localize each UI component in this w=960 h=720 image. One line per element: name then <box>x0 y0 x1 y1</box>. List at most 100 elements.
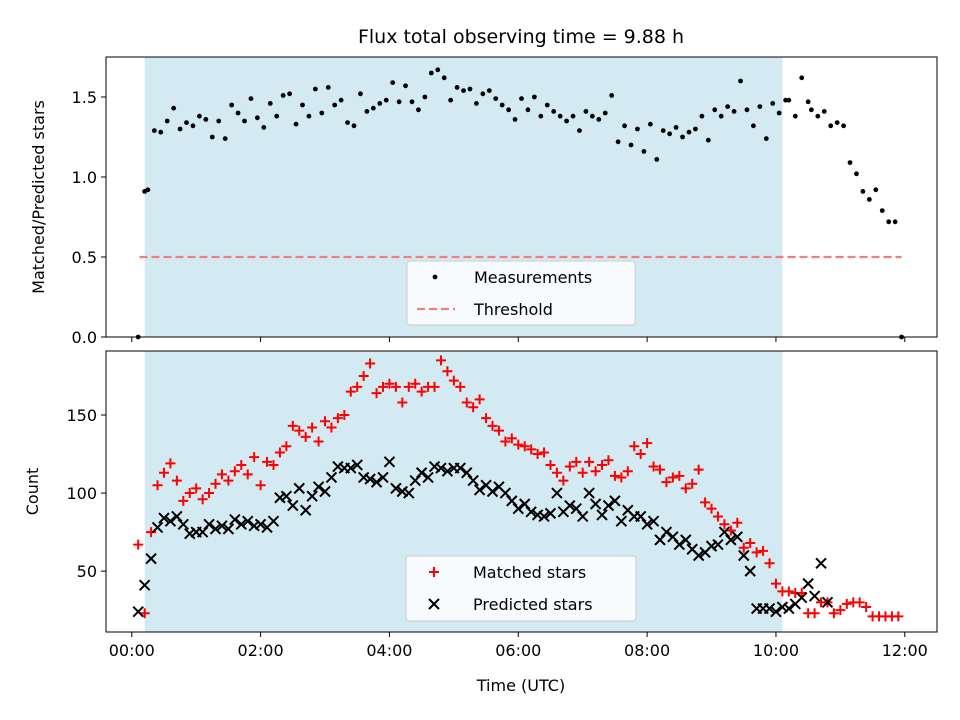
predicted-star-point <box>454 462 467 474</box>
measurement-point <box>197 113 202 119</box>
legend-label: Measurements <box>474 268 592 287</box>
matched-star-point <box>616 472 627 483</box>
matched-star-point <box>397 397 408 408</box>
panel-count: 00:00 02:00 04:00 06:00 08:00 10:00 12:00 50 100… <box>23 350 938 660</box>
predicted-star-point <box>609 495 621 507</box>
matched-star-point <box>758 545 769 556</box>
predicted-star-point <box>299 504 312 516</box>
matched-star-point <box>893 611 904 622</box>
matched-star-point <box>262 456 273 467</box>
matched-star-point <box>481 413 492 424</box>
matched-star-point <box>313 436 324 447</box>
predicted-star-point <box>647 515 660 527</box>
predicted-star-point <box>551 487 563 499</box>
predicted-star-point <box>216 520 228 532</box>
matched-star-point <box>384 378 395 389</box>
y-tick-label: 1.5 <box>72 88 97 107</box>
predicted-star-point <box>435 462 447 474</box>
measurement-point <box>699 113 705 119</box>
predicted-star-point <box>377 471 389 484</box>
predicted-star-point <box>319 485 331 498</box>
predicted-star-point <box>164 515 177 527</box>
predicted-star-point <box>203 518 215 530</box>
measurement-point <box>332 102 338 108</box>
measurement-point <box>248 96 254 101</box>
matched-star-point <box>474 394 485 405</box>
matched-star-point <box>674 470 685 481</box>
predicted-star-point <box>364 473 376 485</box>
measurement-point <box>751 123 756 129</box>
measurement-point <box>622 123 627 129</box>
matched-star-point <box>171 475 182 486</box>
measurement-point <box>596 117 602 122</box>
matched-star-point <box>191 483 202 494</box>
matched-star-point <box>609 470 620 481</box>
predicted-star-point <box>512 502 524 515</box>
y-tick-label: 100 <box>66 484 97 503</box>
measurement-point <box>300 102 305 108</box>
matched-star-point <box>307 422 318 433</box>
measurement-point <box>351 123 357 129</box>
matched-star-point <box>635 449 646 460</box>
matched-star-point <box>332 413 343 424</box>
matched-star-point <box>642 438 653 449</box>
matched-star-point <box>416 386 427 397</box>
predicted-star-point <box>345 462 357 474</box>
predicted-star-point <box>306 490 318 502</box>
matched-star-point <box>468 402 479 413</box>
matched-star-point <box>210 478 221 489</box>
measurement-point <box>866 197 872 202</box>
matched-star-point <box>828 608 839 619</box>
predicted-star-point <box>293 482 305 495</box>
measurement-point <box>564 118 569 124</box>
matched-star-point <box>352 381 363 392</box>
measurement-point <box>235 110 241 116</box>
predicted-star-point <box>229 513 241 526</box>
predicted-star-point <box>660 526 673 538</box>
measurement-point <box>493 96 499 101</box>
measurement-point <box>171 105 177 111</box>
matched-star-point <box>603 455 614 466</box>
predicted-star-point <box>731 531 744 543</box>
measurement-point <box>358 91 363 97</box>
measurement-point <box>693 126 698 132</box>
measurement-point <box>209 134 215 140</box>
predicted-star-point <box>473 484 486 496</box>
measurement-point <box>641 149 647 154</box>
y-tick-label: 0.5 <box>72 248 97 267</box>
measurement-point <box>312 86 318 92</box>
predicted-star-point <box>209 523 222 535</box>
predicted-star-point <box>222 523 235 535</box>
matched-star-point <box>526 444 537 455</box>
matched-star-point <box>745 538 756 549</box>
predicted-star-point <box>680 534 692 546</box>
matched-star-point <box>274 447 285 458</box>
predicted-star-point <box>770 605 782 618</box>
matched-star-point <box>158 467 169 478</box>
matched-star-point <box>339 410 350 421</box>
measurement-point <box>338 97 344 103</box>
predicted-star-point <box>235 518 247 530</box>
matched-star-point <box>577 467 588 478</box>
matched-star-point <box>551 467 562 478</box>
measurement-point <box>776 110 782 116</box>
matched-star-point <box>184 488 195 499</box>
matched-star-point <box>133 539 144 550</box>
matched-star-point <box>242 469 253 480</box>
measurement-point <box>583 109 589 114</box>
matched-star-point <box>216 469 227 480</box>
measurement-point <box>145 187 151 193</box>
predicted-star-point <box>138 579 151 591</box>
matched-star-point <box>345 386 356 397</box>
predicted-star-point <box>422 471 434 484</box>
predicted-star-point <box>158 512 170 524</box>
matched-star-point <box>532 449 543 460</box>
predicted-star-point <box>403 487 415 499</box>
measurement-point <box>615 139 621 145</box>
measurement-point <box>792 113 798 119</box>
matched-star-point <box>139 608 150 619</box>
measurement-point <box>280 93 286 98</box>
matched-star-point <box>738 542 749 553</box>
y-tick-label: 0.0 <box>72 328 97 347</box>
